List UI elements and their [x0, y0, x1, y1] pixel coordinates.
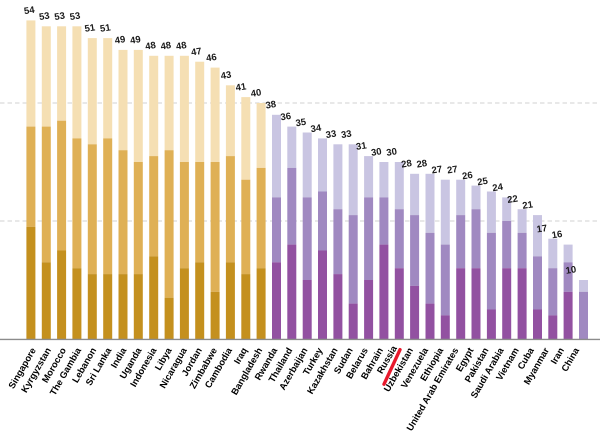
- svg-text:26: 26: [461, 170, 473, 183]
- svg-text:47: 47: [190, 46, 202, 59]
- svg-text:27: 27: [446, 164, 458, 177]
- svg-text:49: 49: [114, 34, 126, 47]
- svg-text:53: 53: [54, 11, 66, 24]
- svg-text:24: 24: [492, 182, 505, 195]
- svg-text:27: 27: [431, 164, 443, 177]
- svg-text:33: 33: [325, 129, 337, 142]
- svg-text:31: 31: [355, 140, 368, 153]
- svg-text:28: 28: [401, 158, 413, 171]
- svg-text:34: 34: [310, 123, 323, 136]
- svg-text:35: 35: [295, 117, 308, 130]
- svg-text:33: 33: [340, 129, 352, 142]
- svg-text:53: 53: [69, 11, 81, 24]
- svg-text:48: 48: [175, 40, 187, 53]
- svg-text:38: 38: [265, 99, 277, 112]
- svg-text:48: 48: [160, 40, 172, 53]
- svg-text:30: 30: [370, 146, 382, 159]
- svg-text:17: 17: [536, 223, 548, 236]
- svg-text:40: 40: [250, 87, 262, 100]
- svg-text:49: 49: [129, 34, 141, 47]
- svg-text:53: 53: [38, 11, 50, 24]
- svg-text:10: 10: [565, 264, 577, 277]
- svg-text:51: 51: [99, 22, 112, 35]
- svg-text:25: 25: [477, 176, 490, 189]
- svg-text:36: 36: [280, 111, 292, 124]
- svg-text:54: 54: [23, 5, 36, 18]
- svg-text:21: 21: [522, 199, 535, 212]
- svg-text:43: 43: [220, 70, 232, 83]
- svg-text:28: 28: [416, 158, 428, 171]
- svg-text:48: 48: [145, 40, 157, 53]
- svg-text:41: 41: [235, 81, 248, 94]
- svg-text:46: 46: [205, 52, 217, 65]
- svg-text:16: 16: [551, 229, 563, 242]
- svg-text:22: 22: [507, 193, 519, 206]
- svg-text:51: 51: [84, 22, 97, 35]
- svg-text:30: 30: [386, 146, 398, 159]
